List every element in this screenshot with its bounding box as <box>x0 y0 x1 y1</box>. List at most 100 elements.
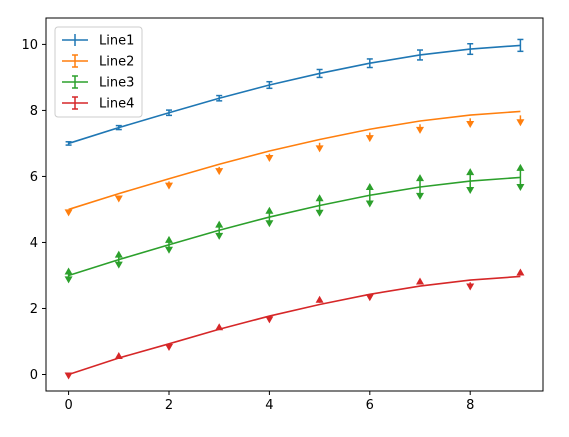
error-bar <box>516 163 525 191</box>
upper-arrow-icon <box>516 268 525 276</box>
error-bar <box>164 344 173 352</box>
series-line <box>68 44 521 145</box>
error-bar <box>215 220 224 240</box>
y-tick-label: 6 <box>30 170 38 185</box>
lower-arrow-icon <box>365 200 374 208</box>
series-line <box>68 110 521 211</box>
upper-arrow-icon <box>315 194 324 202</box>
y-tick-label: 2 <box>30 302 38 317</box>
legend-item-line3: Line3 <box>62 75 134 91</box>
error-bar <box>64 372 73 380</box>
lower-arrow-icon <box>516 183 525 191</box>
lower-arrow-icon <box>265 220 274 228</box>
lower-arrow-icon <box>164 344 173 352</box>
lower-arrow-icon <box>64 276 73 284</box>
error-bar <box>165 109 172 117</box>
error-bar <box>315 295 324 303</box>
error-bar <box>516 268 525 276</box>
lower-arrow-icon <box>466 186 475 194</box>
x-tick-label: 8 <box>466 398 474 413</box>
upper-arrow-icon <box>64 267 73 275</box>
error-bar <box>516 115 525 127</box>
error-bar <box>216 94 223 102</box>
x-tick-label: 0 <box>64 398 72 413</box>
y-tick-label: 0 <box>30 368 38 383</box>
legend-label: Line2 <box>99 55 134 70</box>
error-bar <box>365 132 374 143</box>
legend-label: Line3 <box>99 76 134 91</box>
series-line <box>68 275 521 376</box>
x-tick-label: 4 <box>265 398 273 413</box>
lower-arrow-icon <box>114 195 123 203</box>
error-bar <box>265 316 274 324</box>
lower-arrow-icon <box>365 135 374 143</box>
legend: Line1 Line2 Line3 Line4 <box>54 26 143 118</box>
error-bar <box>517 38 524 53</box>
upper-arrow-icon <box>466 168 475 176</box>
y-tick-label: 10 <box>21 38 38 53</box>
error-bar <box>64 209 73 217</box>
error-bar <box>114 351 123 359</box>
error-bar <box>416 277 425 285</box>
error-bar <box>417 49 424 61</box>
series-line2 <box>64 110 525 217</box>
x-tick-label: 6 <box>366 398 374 413</box>
lower-arrow-icon <box>516 119 525 127</box>
upper-arrow-icon <box>416 174 425 182</box>
lower-arrow-icon <box>416 126 425 134</box>
error-bar <box>265 206 274 228</box>
legend-label: Line4 <box>99 97 134 112</box>
series-line3 <box>64 163 525 284</box>
lower-arrow-icon <box>315 209 324 217</box>
legend-label: Line1 <box>99 34 134 49</box>
y-tick-label: 4 <box>30 236 38 251</box>
upper-arrow-icon <box>215 323 224 331</box>
lower-arrow-icon <box>215 168 224 176</box>
error-bar <box>114 195 123 203</box>
legend-item-line2: Line2 <box>62 54 134 70</box>
axes-frame <box>45 17 544 392</box>
lower-arrow-icon <box>466 120 475 128</box>
lower-arrow-icon <box>315 145 324 153</box>
error-bar <box>215 323 224 331</box>
legend-item-line1: Line1 <box>62 34 134 49</box>
y-tick-label: 8 <box>30 104 38 119</box>
error-bar <box>64 267 73 284</box>
lower-arrow-icon <box>265 316 274 324</box>
lower-arrow-icon <box>164 182 173 190</box>
lower-arrow-icon <box>64 209 73 217</box>
upper-arrow-icon <box>114 250 123 258</box>
upper-arrow-icon <box>164 235 173 243</box>
error-bar <box>265 153 274 162</box>
error-bar <box>466 118 475 128</box>
error-bar <box>365 183 374 208</box>
upper-arrow-icon <box>365 183 374 191</box>
lower-arrow-icon <box>265 154 274 162</box>
error-bar <box>115 124 122 131</box>
lower-arrow-icon <box>466 283 475 291</box>
error-bar <box>65 141 72 146</box>
error-bar <box>114 250 123 269</box>
upper-arrow-icon <box>215 220 224 228</box>
error-bar <box>466 282 475 291</box>
error-bar <box>266 80 273 90</box>
error-bar <box>467 42 474 56</box>
lower-arrow-icon <box>164 246 173 254</box>
upper-arrow-icon <box>265 206 274 214</box>
upper-arrow-icon <box>516 163 525 171</box>
series-line1 <box>65 38 524 146</box>
series-line4 <box>64 268 525 380</box>
error-bar <box>315 142 324 153</box>
lower-arrow-icon <box>215 232 224 240</box>
error-bar <box>215 166 224 176</box>
error-bar <box>466 168 475 194</box>
error-bar <box>164 181 173 190</box>
error-bar <box>416 174 425 200</box>
error-bar <box>164 235 173 254</box>
error-bar <box>366 58 373 69</box>
error-bar <box>365 294 374 302</box>
error-bar <box>315 194 324 217</box>
lower-arrow-icon <box>64 372 73 380</box>
upper-arrow-icon <box>315 295 324 303</box>
